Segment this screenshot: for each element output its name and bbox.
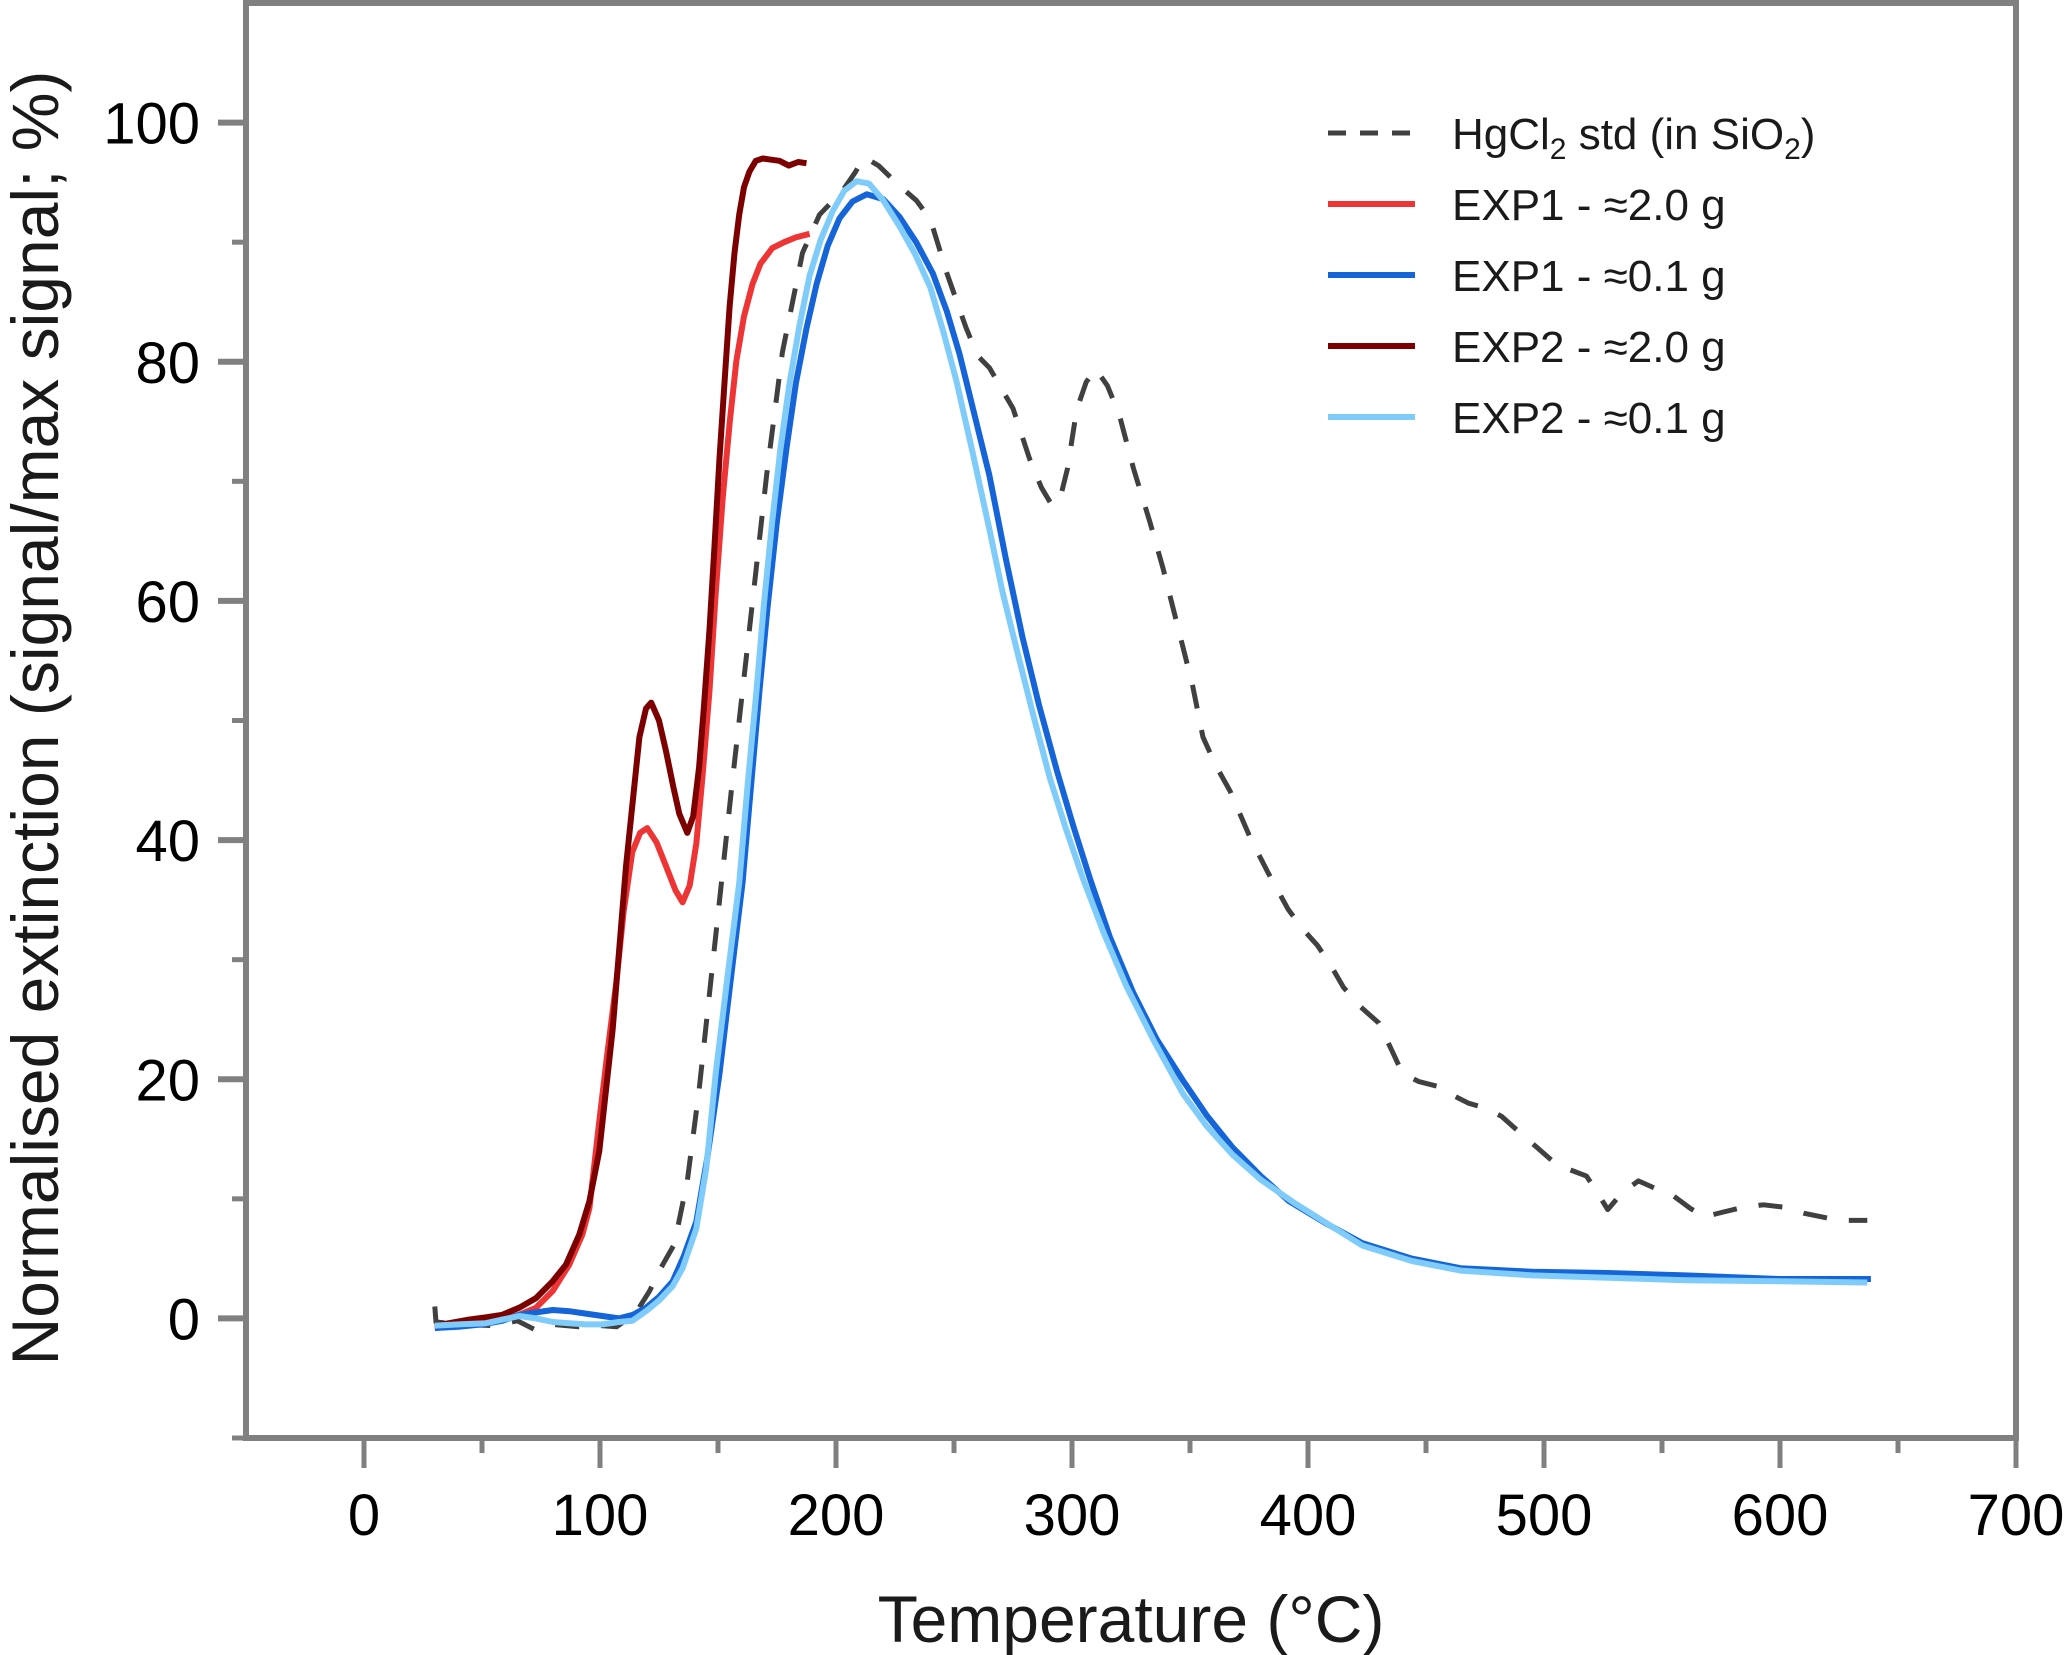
- series-line-0: [432, 154, 1868, 1332]
- x-axis: 0 100 200 300 400 500 600 700: [348, 1438, 2065, 1548]
- series-line-1: [434, 230, 811, 1331]
- legend-label: EXP2 - ≈0.1 g: [1452, 394, 1726, 443]
- y-tick-label: 20: [135, 1048, 200, 1113]
- y-axis: 0 20 40 60 80 100: [103, 92, 246, 1441]
- legend-item: HgCl2 std (in SiO2): [1328, 110, 1815, 166]
- y-tick-label: 40: [135, 809, 200, 874]
- x-tick-label: 200: [788, 1483, 885, 1548]
- x-axis-title: Temperature (°C): [878, 1582, 1385, 1655]
- legend-label: EXP2 - ≈2.0 g: [1452, 323, 1726, 372]
- series-line-3: [434, 155, 807, 1329]
- y-axis-title: Normalised extinction (signal/max signal…: [0, 71, 72, 1366]
- y-tick-label: 0: [168, 1287, 200, 1352]
- x-tick-label: 0: [348, 1483, 380, 1548]
- legend-item: EXP2 - ≈0.1 g: [1328, 394, 1726, 443]
- y-tick-label: 100: [103, 92, 200, 157]
- legend-item: EXP1 - ≈0.1 g: [1328, 252, 1726, 301]
- legend-item: EXP2 - ≈2.0 g: [1328, 323, 1726, 372]
- series-line-4: [434, 178, 1868, 1329]
- series-line-2: [434, 191, 1871, 1331]
- series-layer: [432, 154, 1871, 1332]
- legend-label: HgCl2 std (in SiO2): [1452, 110, 1815, 166]
- x-tick-label: 300: [1024, 1483, 1121, 1548]
- x-tick-label: 500: [1496, 1483, 1593, 1548]
- y-tick-label: 80: [135, 331, 200, 396]
- legend: HgCl2 std (in SiO2) EXP1 - ≈2.0 g EXP1 - ≈…: [1328, 110, 1815, 443]
- legend-label: EXP1 - ≈0.1 g: [1452, 252, 1726, 301]
- x-tick-label: 400: [1260, 1483, 1357, 1548]
- legend-label: EXP1 - ≈2.0 g: [1452, 181, 1726, 230]
- x-tick-label: 700: [1968, 1483, 2065, 1548]
- legend-item: EXP1 - ≈2.0 g: [1328, 181, 1726, 230]
- x-tick-label: 600: [1732, 1483, 1829, 1548]
- y-tick-label: 60: [135, 570, 200, 635]
- x-tick-label: 100: [552, 1483, 649, 1548]
